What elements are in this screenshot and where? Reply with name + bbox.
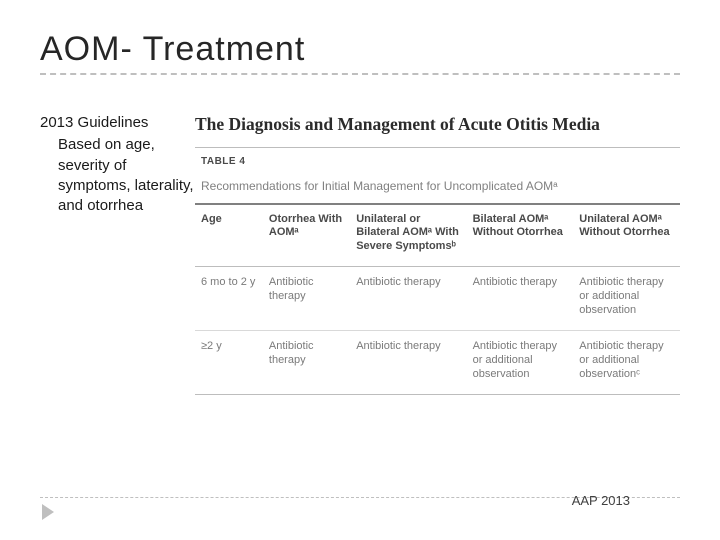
title-divider <box>40 73 680 75</box>
cell-age: 6 mo to 2 y <box>195 266 263 330</box>
chevron-right-icon <box>42 504 54 520</box>
cell: Antibiotic therapy <box>350 330 466 394</box>
figure-document-title: The Diagnosis and Management of Acute Ot… <box>195 113 680 137</box>
table-container: TABLE 4 Recommendations for Initial Mana… <box>195 147 680 395</box>
cell: Antibiotic therapy <box>467 266 574 330</box>
col-unilateral: Unilateral AOMᵃ Without Otorrhea <box>573 205 680 267</box>
slide: AOM- Treatment 2013 Guidelines Based on … <box>0 0 720 540</box>
cell: Antibiotic therapy or additional observa… <box>467 330 574 394</box>
page-title: AOM- Treatment <box>40 30 680 69</box>
figure-block: The Diagnosis and Management of Acute Ot… <box>195 113 680 395</box>
guidelines-heading: 2013 Guidelines <box>40 113 195 133</box>
cell: Antibiotic therapy or additional observa… <box>573 266 680 330</box>
table-caption: Recommendations for Initial Management f… <box>195 175 680 205</box>
table-row: ≥2 y Antibiotic therapy Antibiotic thera… <box>195 330 680 394</box>
cell: Antibiotic therapy <box>263 266 350 330</box>
col-age: Age <box>195 205 263 267</box>
table-header-row: Age Otorrhea With AOMᵃ Unilateral or Bil… <box>195 205 680 267</box>
recommendations-table: Age Otorrhea With AOMᵃ Unilateral or Bil… <box>195 205 680 395</box>
cell-age: ≥2 y <box>195 330 263 394</box>
col-bilateral: Bilateral AOMᵃ Without Otorrhea <box>467 205 574 267</box>
table-label: TABLE 4 <box>195 148 680 175</box>
guidelines-text: 2013 Guidelines Based on age, severity o… <box>40 113 195 216</box>
col-otorrhea: Otorrhea With AOMᵃ <box>263 205 350 267</box>
citation: AAP 2013 <box>572 493 630 508</box>
cell: Antibiotic therapy or additional observa… <box>573 330 680 394</box>
guidelines-sub: Based on age, severity of symptoms, late… <box>40 135 195 216</box>
content-row: 2013 Guidelines Based on age, severity o… <box>40 113 680 395</box>
cell: Antibiotic therapy <box>263 330 350 394</box>
col-severe: Unilateral or Bilateral AOMᵃ With Severe… <box>350 205 466 267</box>
cell: Antibiotic therapy <box>350 266 466 330</box>
table-row: 6 mo to 2 y Antibiotic therapy Antibioti… <box>195 266 680 330</box>
